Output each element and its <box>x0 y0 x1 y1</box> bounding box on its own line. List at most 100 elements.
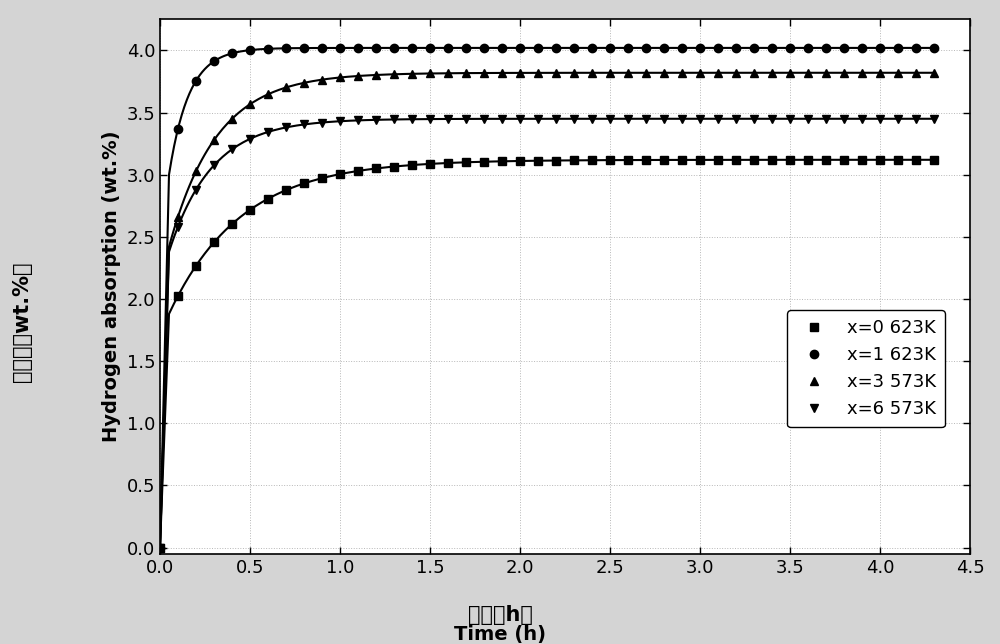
x=6 573K <box>244 135 256 143</box>
x=6 573K <box>838 115 850 122</box>
x=0 623K <box>154 544 166 551</box>
x=0 623K <box>892 156 904 164</box>
x=1 623K <box>532 44 544 52</box>
x=3 573K <box>226 115 238 122</box>
x=3 573K <box>514 69 526 77</box>
x=1 623K <box>712 44 724 52</box>
x=1 623K <box>190 77 202 84</box>
x=1 623K <box>172 125 184 133</box>
x=6 573K <box>640 115 652 122</box>
x=0 623K <box>568 156 580 164</box>
x=3 573K <box>172 213 184 220</box>
x=1 623K <box>892 44 904 52</box>
x=1 623K <box>622 44 634 52</box>
x=3 573K <box>460 70 472 77</box>
x=6 573K <box>298 120 310 128</box>
x=6 573K <box>820 115 832 122</box>
x=6 573K <box>226 146 238 153</box>
x=3 573K <box>496 69 508 77</box>
x=3 573K <box>820 69 832 77</box>
x=3 573K <box>262 90 274 98</box>
x=0 623K <box>442 159 454 167</box>
Line: x=1 623K: x=1 623K <box>156 44 938 552</box>
x=6 573K <box>856 115 868 122</box>
x=0 623K <box>838 156 850 164</box>
x=1 623K <box>244 46 256 54</box>
x=1 623K <box>442 44 454 52</box>
x=0 623K <box>226 220 238 228</box>
x=0 623K <box>388 163 400 171</box>
x=3 573K <box>604 69 616 77</box>
x=6 573K <box>748 115 760 122</box>
x=1 623K <box>694 44 706 52</box>
x=6 573K <box>370 116 382 124</box>
x=1 623K <box>784 44 796 52</box>
x=0 623K <box>784 156 796 164</box>
x=1 623K <box>226 50 238 57</box>
x=6 573K <box>262 128 274 136</box>
x=6 573K <box>622 115 634 122</box>
x=0 623K <box>478 158 490 166</box>
x=0 623K <box>748 156 760 164</box>
x=3 573K <box>388 70 400 78</box>
x=0 623K <box>172 292 184 299</box>
x=1 623K <box>820 44 832 52</box>
x=6 573K <box>766 115 778 122</box>
x=0 623K <box>622 156 634 164</box>
x=0 623K <box>820 156 832 164</box>
x=1 623K <box>802 44 814 52</box>
x=3 573K <box>748 69 760 77</box>
Text: Time (h): Time (h) <box>454 625 546 644</box>
x=3 573K <box>568 69 580 77</box>
x=6 573K <box>712 115 724 122</box>
x=3 573K <box>298 79 310 87</box>
x=1 623K <box>874 44 886 52</box>
x=1 623K <box>496 44 508 52</box>
x=0 623K <box>586 156 598 164</box>
x=6 573K <box>316 118 328 126</box>
x=3 573K <box>550 69 562 77</box>
x=6 573K <box>190 185 202 193</box>
x=1 623K <box>640 44 652 52</box>
x=3 573K <box>928 69 940 77</box>
x=0 623K <box>550 156 562 164</box>
x=1 623K <box>514 44 526 52</box>
x=3 573K <box>334 73 346 81</box>
x=0 623K <box>640 156 652 164</box>
x=6 573K <box>532 115 544 122</box>
Line: x=0 623K: x=0 623K <box>156 156 938 552</box>
x=1 623K <box>730 44 742 52</box>
x=6 573K <box>784 115 796 122</box>
x=1 623K <box>460 44 472 52</box>
x=3 573K <box>874 69 886 77</box>
x=1 623K <box>388 44 400 52</box>
x=1 623K <box>766 44 778 52</box>
x=6 573K <box>514 115 526 122</box>
x=6 573K <box>550 115 562 122</box>
x=1 623K <box>154 544 166 551</box>
x=3 573K <box>676 69 688 77</box>
x=3 573K <box>154 544 166 551</box>
x=3 573K <box>838 69 850 77</box>
x=1 623K <box>604 44 616 52</box>
x=0 623K <box>298 180 310 187</box>
x=0 623K <box>604 156 616 164</box>
x=3 573K <box>478 69 490 77</box>
x=0 623K <box>208 238 220 246</box>
x=0 623K <box>460 158 472 166</box>
x=6 573K <box>208 162 220 169</box>
x=1 623K <box>586 44 598 52</box>
x=6 573K <box>658 115 670 122</box>
x=1 623K <box>352 44 364 52</box>
x=6 573K <box>352 117 364 124</box>
x=1 623K <box>748 44 760 52</box>
x=0 623K <box>928 156 940 164</box>
x=6 573K <box>172 223 184 231</box>
x=6 573K <box>928 115 940 122</box>
x=1 623K <box>928 44 940 52</box>
x=0 623K <box>766 156 778 164</box>
x=6 573K <box>406 115 418 123</box>
x=3 573K <box>442 70 454 77</box>
x=1 623K <box>568 44 580 52</box>
x=0 623K <box>262 195 274 203</box>
